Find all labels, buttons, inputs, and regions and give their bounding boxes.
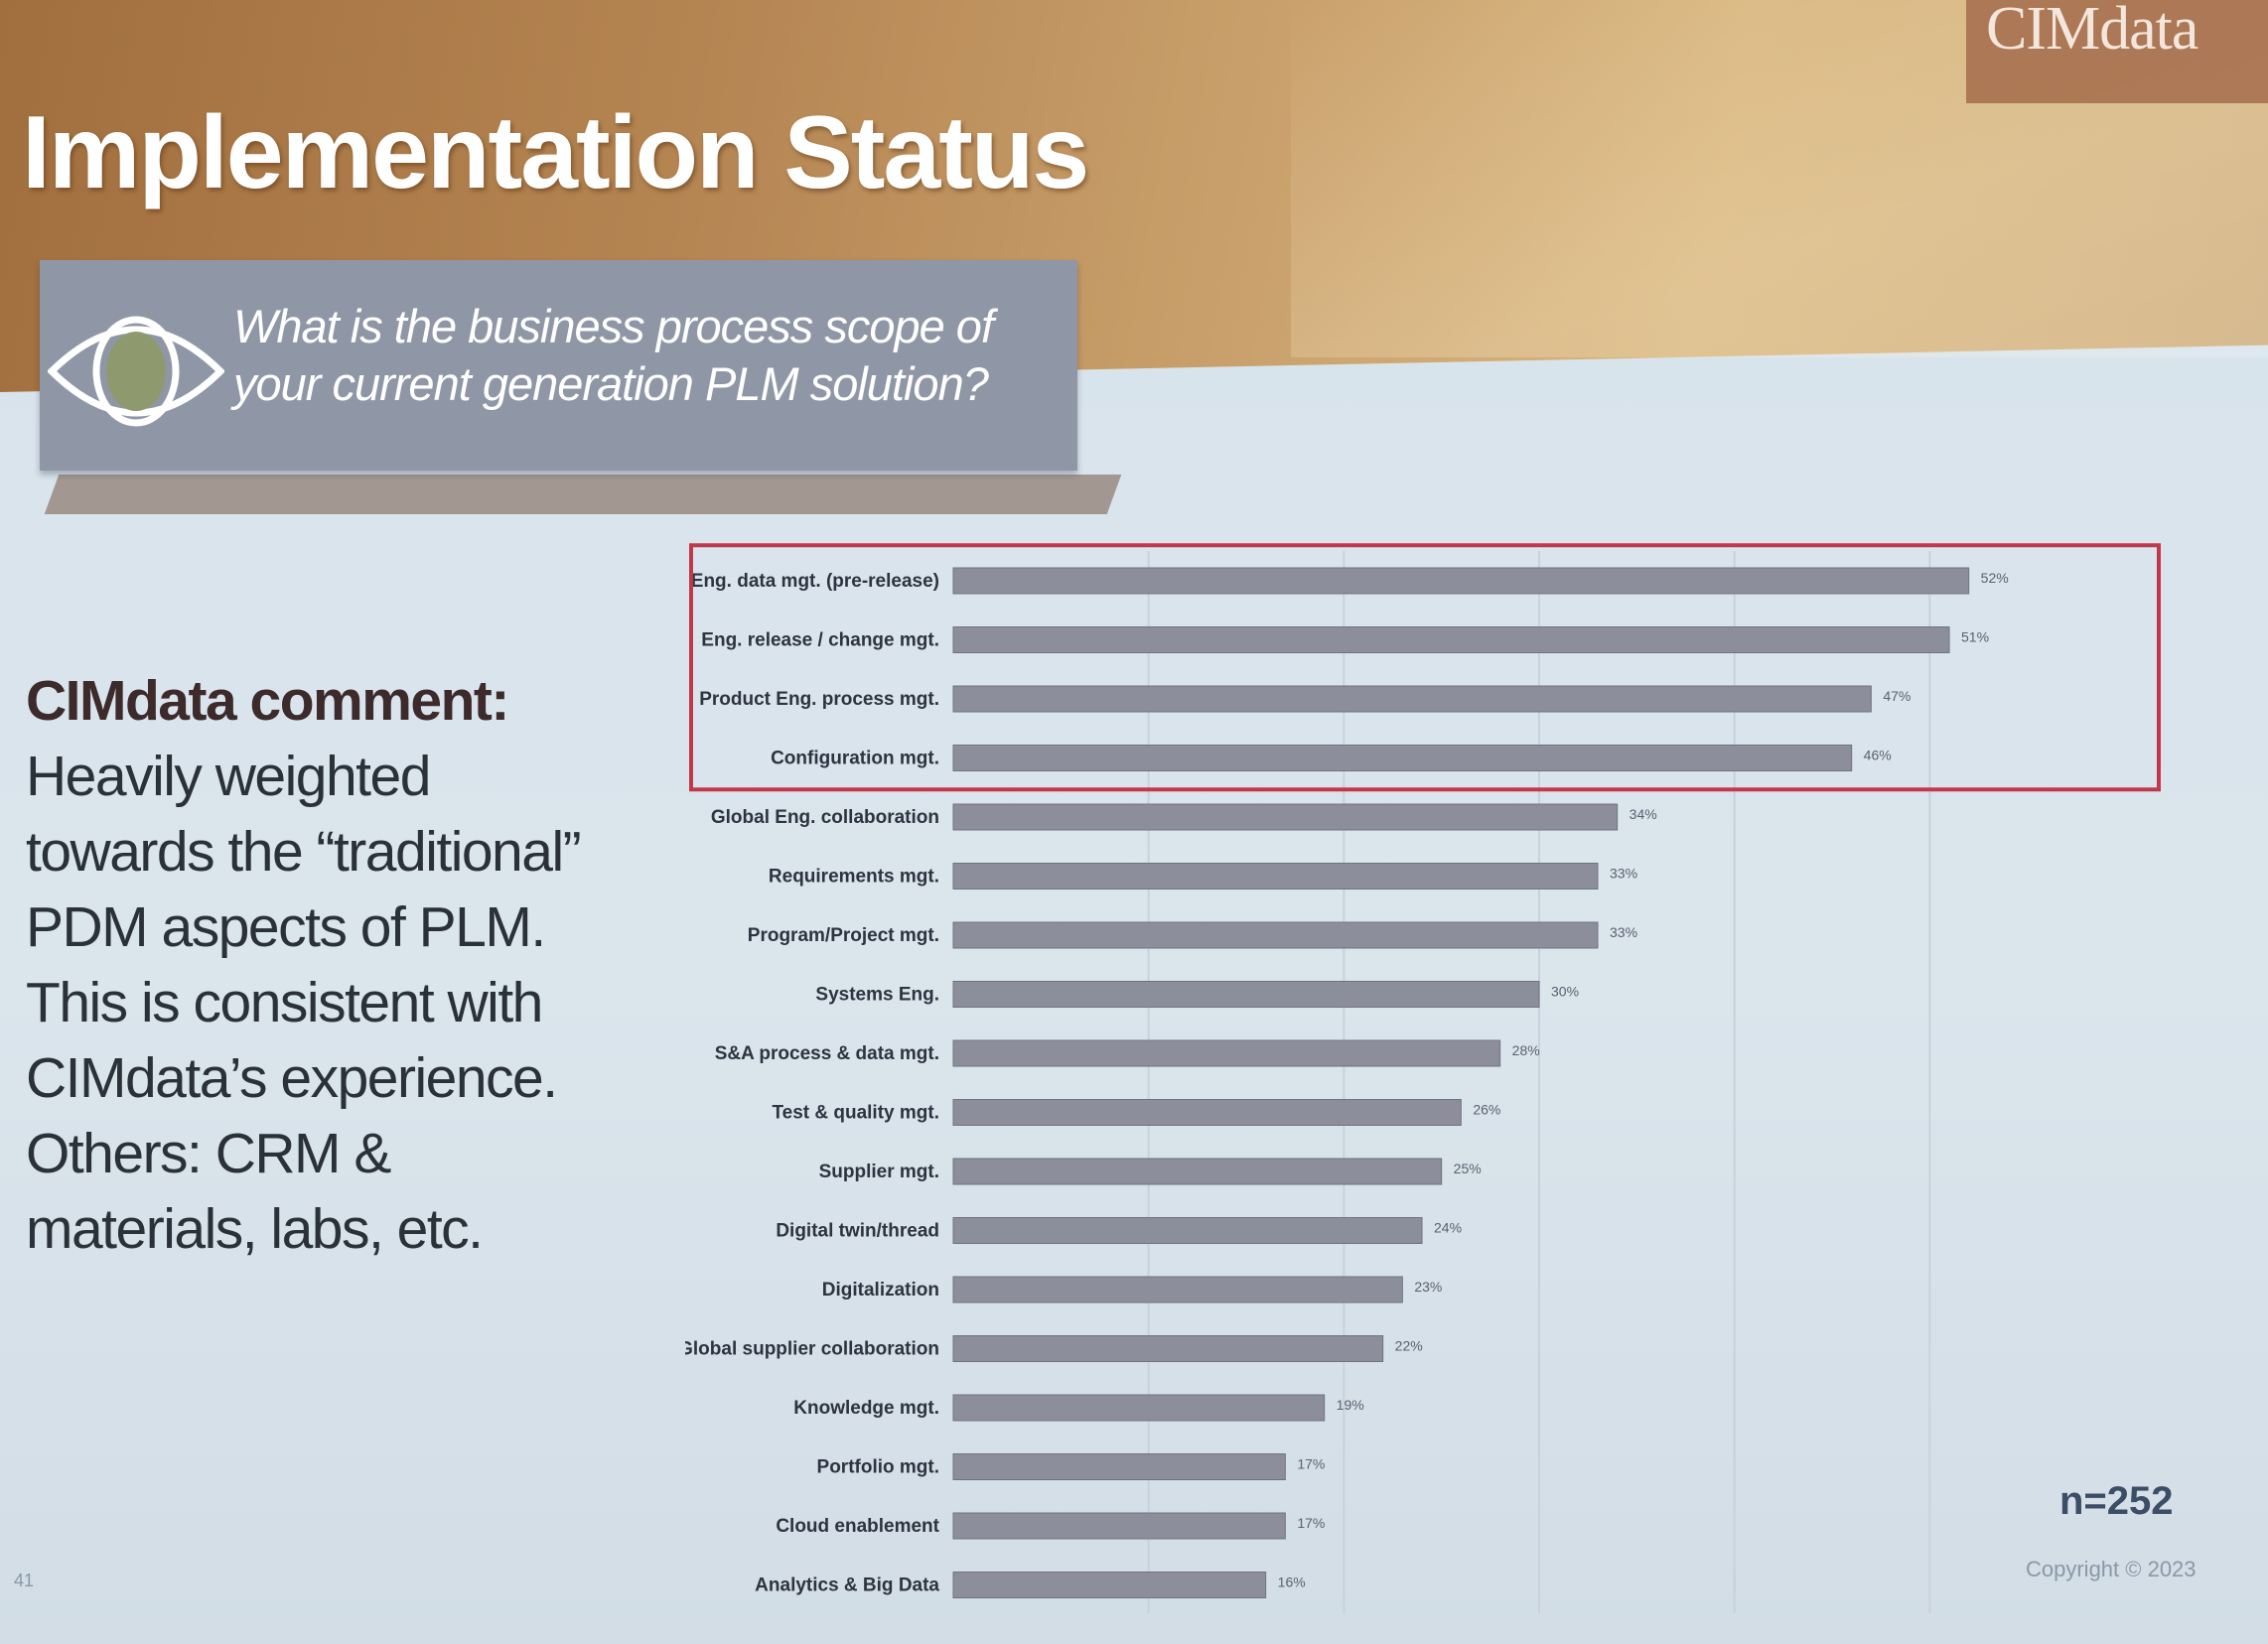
bar xyxy=(952,1572,1267,1598)
bar xyxy=(952,921,1599,949)
value-label: 22% xyxy=(1395,1338,1423,1354)
category-label: Product Eng. process mgt. xyxy=(699,689,939,710)
category-label: Global supplier collaboration xyxy=(685,1339,939,1360)
page-number: 41 xyxy=(14,1571,35,1590)
value-label: 17% xyxy=(1297,1456,1325,1472)
bar xyxy=(952,863,1599,890)
category-label: Portfolio mgt. xyxy=(817,1457,939,1478)
category-label: Analytics & Big Data xyxy=(755,1576,939,1596)
bar xyxy=(952,567,1970,595)
cimdata-logo: CIMdata xyxy=(1986,0,2198,63)
category-label: Configuration mgt. xyxy=(771,749,939,769)
sample-size: n=252 xyxy=(2059,1479,2174,1523)
bar xyxy=(952,1276,1403,1303)
value-label: 28% xyxy=(1512,1042,1540,1058)
bar xyxy=(952,803,1619,831)
category-label: S&A process & data mgt. xyxy=(715,1043,939,1064)
category-label: Program/Project mgt. xyxy=(748,925,939,946)
value-label: 34% xyxy=(1630,806,1657,822)
value-label: 23% xyxy=(1414,1279,1442,1295)
copyright: Copyright © 2023 xyxy=(2026,1557,2197,1581)
category-label: Digitalization xyxy=(822,1280,939,1301)
value-label: 52% xyxy=(1981,570,2009,586)
category-label: Systems Eng. xyxy=(815,985,939,1006)
value-label: 47% xyxy=(1883,688,1911,704)
value-label: 51% xyxy=(1961,629,1989,645)
bar xyxy=(952,1512,1286,1540)
value-label: 30% xyxy=(1551,984,1579,1000)
bar xyxy=(952,1394,1326,1422)
category-label: Eng. data mgt. (pre-release) xyxy=(691,571,939,592)
value-label: 26% xyxy=(1473,1102,1500,1118)
bar xyxy=(952,1217,1423,1244)
value-label: 46% xyxy=(1864,748,1892,763)
category-label: Global Eng. collaboration xyxy=(711,807,939,828)
bar xyxy=(952,1335,1384,1362)
business-process-scope-chart: Eng. data mgt. (pre-release) 52% Eng. rele… xyxy=(685,543,2161,1613)
cimdata-comment: CIMdata comment: Heavily weighted toward… xyxy=(26,663,632,1267)
category-label: Requirements mgt. xyxy=(769,867,939,888)
value-label: 33% xyxy=(1610,924,1637,940)
category-label: Test & quality mgt. xyxy=(772,1103,939,1124)
category-label: Supplier mgt. xyxy=(819,1162,939,1182)
eye-icon xyxy=(48,316,224,427)
value-label: 24% xyxy=(1434,1220,1462,1236)
bar xyxy=(952,1099,1462,1126)
bar xyxy=(952,1039,1501,1067)
bar xyxy=(952,981,1540,1008)
bar xyxy=(952,626,1950,653)
value-label: 25% xyxy=(1454,1161,1482,1176)
category-label: Cloud enablement xyxy=(776,1516,939,1537)
comment-lead: CIMdata comment: xyxy=(26,669,509,733)
category-label: Digital twin/thread xyxy=(776,1221,939,1242)
slide-title: Implementation Status xyxy=(22,95,1089,210)
bar xyxy=(952,745,1853,771)
comment-body: Heavily weighted towards the “traditiona… xyxy=(26,745,582,1261)
survey-question: What is the business process scope of yo… xyxy=(233,300,994,410)
value-label: 17% xyxy=(1297,1515,1325,1531)
category-label: Eng. release / change mgt. xyxy=(701,630,939,651)
highlight-box xyxy=(689,543,2161,792)
bar xyxy=(952,1158,1443,1185)
bar xyxy=(952,685,1872,713)
value-label: 19% xyxy=(1337,1397,1364,1413)
bar xyxy=(952,1453,1286,1480)
logo-box xyxy=(1966,0,2268,103)
value-label: 33% xyxy=(1610,866,1637,882)
question-shadow xyxy=(44,475,1122,514)
category-label: Knowledge mgt. xyxy=(793,1398,939,1419)
value-label: 16% xyxy=(1278,1575,1306,1590)
